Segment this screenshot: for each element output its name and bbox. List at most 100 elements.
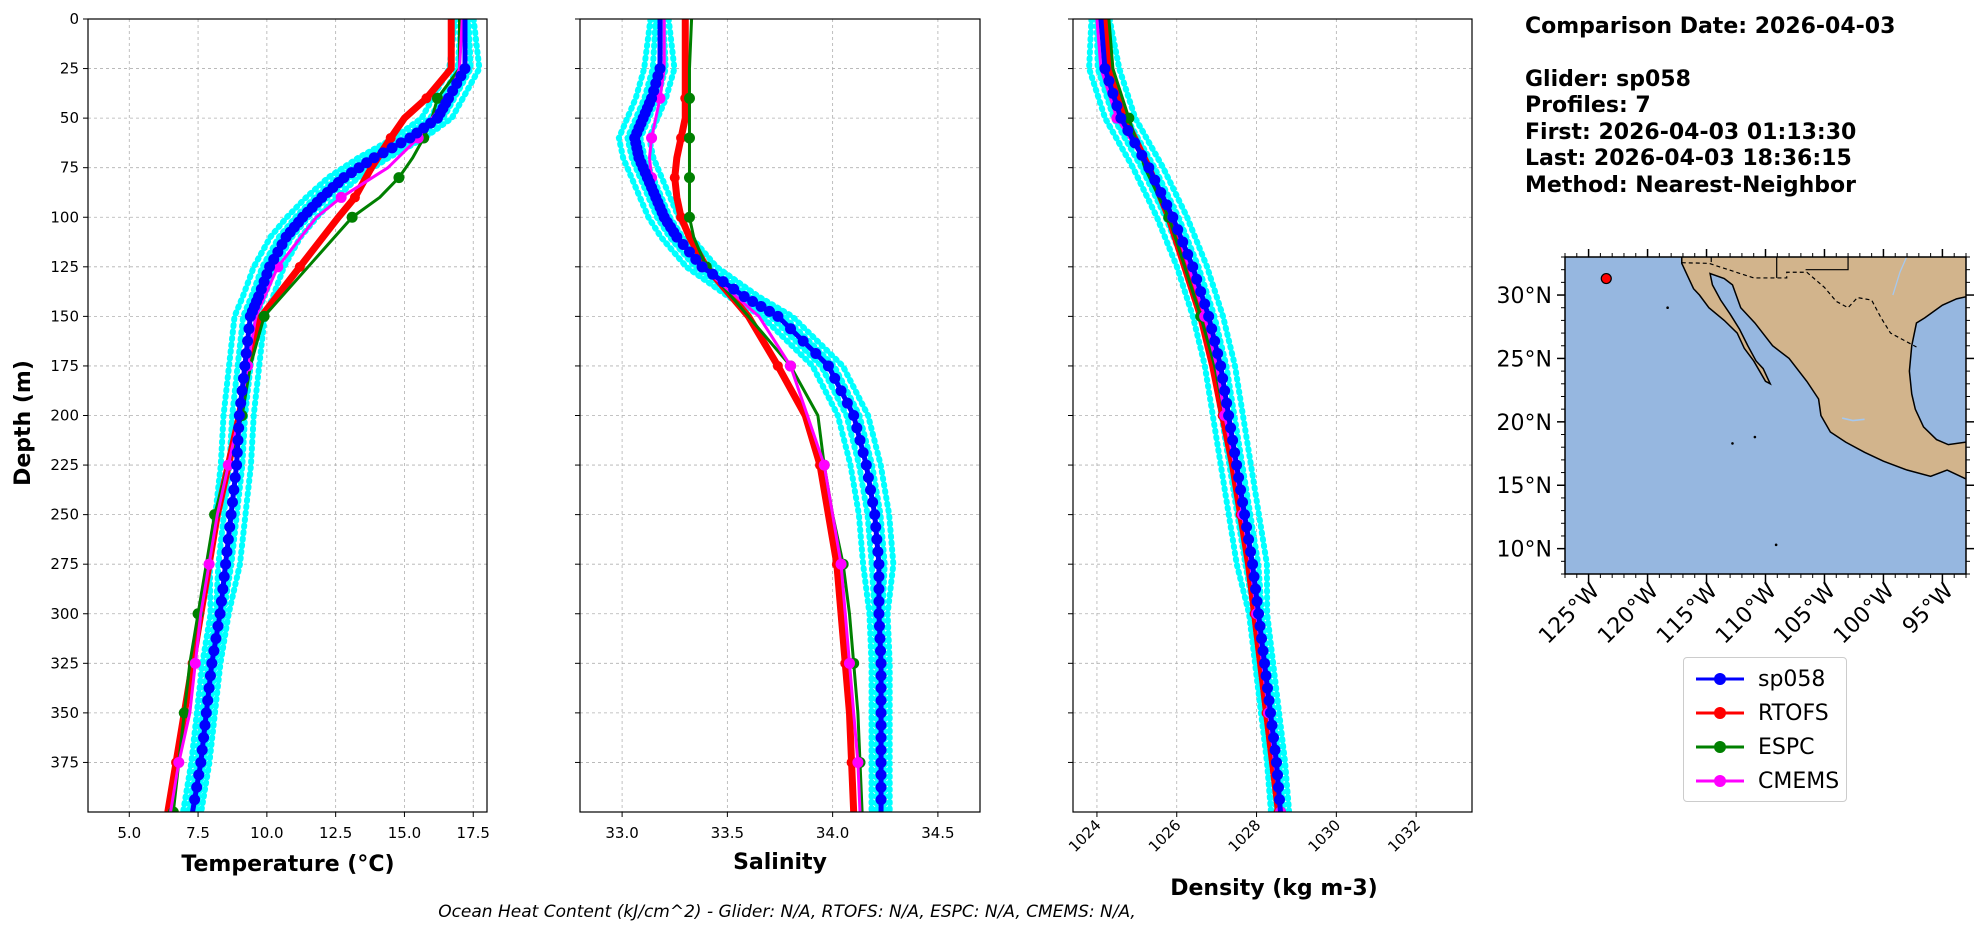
data-point-sp058 bbox=[220, 558, 232, 570]
data-point-sp058 bbox=[196, 744, 208, 756]
legend-marker-sp058 bbox=[1696, 673, 1744, 685]
salinity-tick-label: 33.0 bbox=[605, 824, 638, 842]
data-point-sp058 bbox=[1270, 756, 1282, 768]
data-point-sp058 bbox=[198, 732, 210, 744]
data-point-sp058 bbox=[1187, 261, 1199, 273]
data-point-sp058 bbox=[1247, 558, 1259, 570]
depth-tick-label: 300 bbox=[50, 605, 79, 623]
river bbox=[1892, 257, 1908, 296]
data-point-sp058 bbox=[785, 323, 797, 335]
data-point-sp058 bbox=[404, 132, 416, 144]
density-tick-label: 1032 bbox=[1384, 816, 1424, 856]
data-point-sp058 bbox=[210, 633, 222, 645]
data-point-sp058 bbox=[1149, 174, 1161, 186]
map-lon-label: 100°W bbox=[1829, 578, 1900, 649]
data-point-sp058 bbox=[835, 385, 847, 397]
data-point-sp058 bbox=[233, 422, 245, 434]
data-point-sp058 bbox=[829, 372, 841, 384]
temperature-tick-label: 10.0 bbox=[250, 824, 283, 842]
map-lon-label: 95°W bbox=[1898, 578, 1959, 639]
legend-entry-espc: ESPC bbox=[1694, 732, 1815, 762]
data-point-sp058 bbox=[822, 360, 834, 372]
data-point-sp058 bbox=[239, 360, 251, 372]
data-point-sp058 bbox=[1212, 348, 1224, 360]
depth-tick-label: 50 bbox=[60, 109, 79, 127]
glider-location-map: 30°N 25°N 20°N 15°N 10°N 125°W120°W115°W110°W… bbox=[1497, 249, 1974, 649]
data-point-sp058 bbox=[860, 459, 872, 471]
data-point-sp058 bbox=[1129, 137, 1141, 149]
data-point-sp058 bbox=[1223, 410, 1235, 421]
ocean-heat-content-caption: Ocean Heat Content (kJ/cm^2) - Glider: N… bbox=[438, 902, 1136, 922]
data-point-sp058 bbox=[690, 253, 702, 265]
depth-tick-label: 350 bbox=[50, 704, 79, 722]
data-point-espc bbox=[178, 707, 190, 719]
data-point-sp058 bbox=[677, 239, 689, 251]
data-point-sp058 bbox=[231, 459, 243, 471]
depth-axis-title: Depth (m) bbox=[11, 360, 36, 486]
depth-tick-label: 25 bbox=[60, 60, 79, 78]
data-point-rtofs bbox=[676, 212, 687, 223]
data-point-sp058 bbox=[875, 670, 887, 682]
data-point-sp058 bbox=[875, 682, 887, 694]
data-point-espc bbox=[683, 172, 695, 184]
density-tick-label: 1028 bbox=[1225, 816, 1265, 856]
temperature-axis-title: Temperature (°C) bbox=[181, 852, 394, 877]
data-point-rtofs bbox=[294, 261, 305, 272]
data-point-sp058 bbox=[243, 323, 255, 335]
mexico-landmass bbox=[1681, 257, 1966, 480]
state-boundary bbox=[1805, 257, 1849, 271]
data-point-sp058 bbox=[1241, 521, 1253, 533]
last-profile-time: Last: 2026-04-03 18:36:15 bbox=[1525, 146, 1852, 171]
data-point-sp058 bbox=[1263, 694, 1275, 706]
salinity-tick-label: 34.0 bbox=[816, 824, 849, 842]
data-point-cmems bbox=[189, 657, 201, 669]
data-point-sp058 bbox=[869, 509, 881, 521]
density-tick-label: 1026 bbox=[1145, 816, 1185, 856]
data-point-sp058 bbox=[865, 484, 877, 496]
data-point-sp058 bbox=[867, 496, 879, 508]
data-point-sp058 bbox=[872, 546, 884, 558]
data-point-sp058 bbox=[1250, 583, 1262, 595]
data-point-sp058 bbox=[1122, 125, 1134, 137]
depth-tick-label: 325 bbox=[50, 654, 79, 672]
legend-entry-sp058: sp058 bbox=[1694, 664, 1825, 694]
data-point-sp058 bbox=[232, 434, 244, 446]
map-lat-label: 10°N bbox=[1497, 538, 1552, 563]
data-point-sp058 bbox=[228, 484, 240, 496]
density-tick-label: 1024 bbox=[1065, 816, 1105, 856]
data-point-espc bbox=[1123, 112, 1135, 124]
temperature-tick-label: 5.0 bbox=[117, 824, 141, 842]
data-point-sp058 bbox=[1172, 224, 1184, 236]
data-point-sp058 bbox=[217, 583, 229, 595]
data-point-sp058 bbox=[200, 707, 212, 719]
lake-chapala bbox=[1841, 417, 1865, 422]
data-point-espc bbox=[346, 211, 358, 223]
data-point-sp058 bbox=[1221, 397, 1233, 409]
legend: sp058 RTOFS ESPC CMEMS bbox=[1683, 657, 1847, 802]
data-point-sp058 bbox=[395, 137, 407, 149]
data-point-sp058 bbox=[1195, 286, 1207, 298]
data-point-sp058 bbox=[377, 147, 389, 159]
data-point-sp058 bbox=[1182, 248, 1194, 260]
data-point-rtofs bbox=[421, 93, 432, 104]
data-point-sp058 bbox=[875, 645, 887, 657]
density-axis-title: Density (kg m-3) bbox=[1170, 876, 1378, 901]
glider-profile-line bbox=[1086, 19, 1274, 812]
series-sp058 bbox=[189, 19, 471, 812]
data-point-sp058 bbox=[1266, 719, 1278, 731]
map-lon-label: 125°W bbox=[1534, 578, 1605, 649]
data-point-sp058 bbox=[1203, 310, 1215, 322]
data-point-sp058 bbox=[1155, 186, 1167, 198]
depth-tick-label: 150 bbox=[50, 307, 79, 325]
data-point-sp058 bbox=[1111, 100, 1123, 112]
data-point-sp058 bbox=[873, 608, 885, 620]
data-point-sp058 bbox=[215, 595, 227, 607]
legend-entry-rtofs: RTOFS bbox=[1694, 698, 1829, 728]
comparison-date: Comparison Date: 2026-04-03 bbox=[1525, 14, 1896, 39]
depth-tick-label: 200 bbox=[50, 407, 79, 425]
data-point-rtofs bbox=[669, 172, 680, 183]
data-point-sp058 bbox=[1233, 471, 1245, 483]
depth-tick-label: 375 bbox=[50, 753, 79, 771]
data-point-sp058 bbox=[848, 410, 860, 421]
